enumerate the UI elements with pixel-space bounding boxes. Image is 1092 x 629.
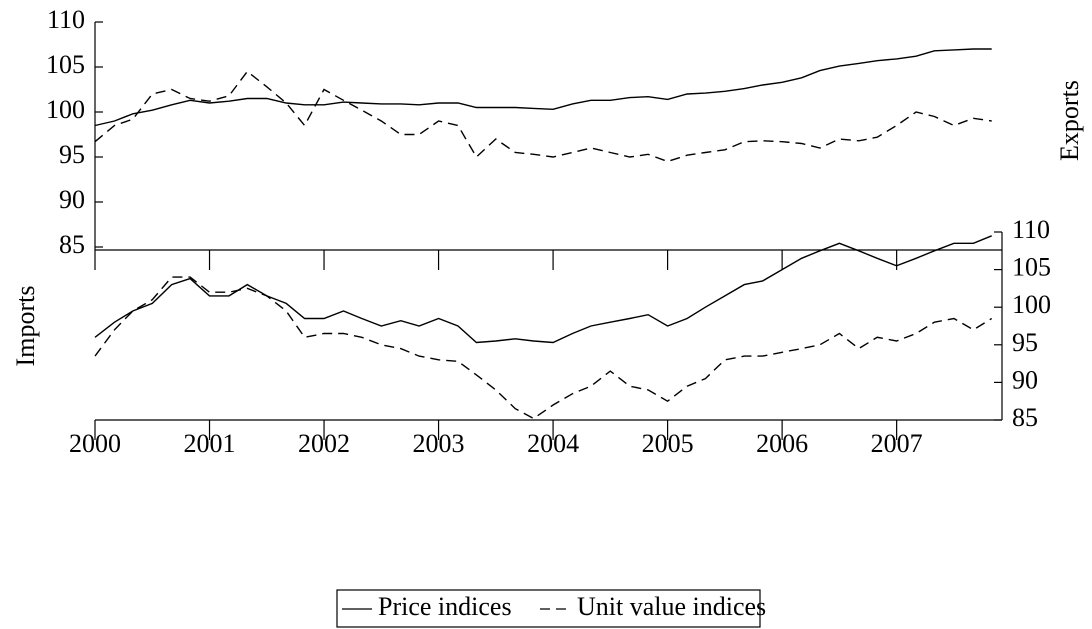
- series-line: [94, 276, 993, 420]
- y-tick-label: 100: [46, 95, 85, 124]
- y-axis-label: Exports: [1055, 80, 1084, 161]
- x-tick-label: 2003: [413, 429, 465, 458]
- y-tick-label: 105: [1012, 253, 1051, 282]
- x-tick-label: 2006: [756, 429, 808, 458]
- y-tick-label: 100: [1012, 290, 1051, 319]
- x-tick-label: 2002: [298, 429, 350, 458]
- x-tick-label: 2000: [69, 429, 121, 458]
- x-tick-label: 2007: [871, 429, 923, 458]
- series-line: [94, 235, 992, 344]
- series-line: [94, 48, 992, 127]
- y-tick-label: 110: [47, 5, 85, 34]
- y-tick-label: 95: [1012, 328, 1038, 357]
- y-tick-label: 85: [59, 230, 85, 259]
- y-tick-label: 85: [1012, 403, 1038, 432]
- x-tick-label: 2004: [527, 429, 579, 458]
- legend-label: Unit value indices: [577, 592, 766, 621]
- legend-box: [336, 589, 761, 628]
- legend-label: Price indices: [378, 592, 512, 621]
- x-tick-label: 2005: [642, 429, 694, 458]
- series-line: [94, 70, 992, 163]
- y-tick-label: 90: [1012, 365, 1038, 394]
- y-tick-label: 110: [1012, 215, 1050, 244]
- y-tick-label: 90: [59, 185, 85, 214]
- x-tick-label: 2001: [184, 429, 236, 458]
- y-tick-label: 105: [46, 50, 85, 79]
- y-tick-label: 95: [59, 140, 85, 169]
- y-axis-label: Imports: [11, 286, 40, 367]
